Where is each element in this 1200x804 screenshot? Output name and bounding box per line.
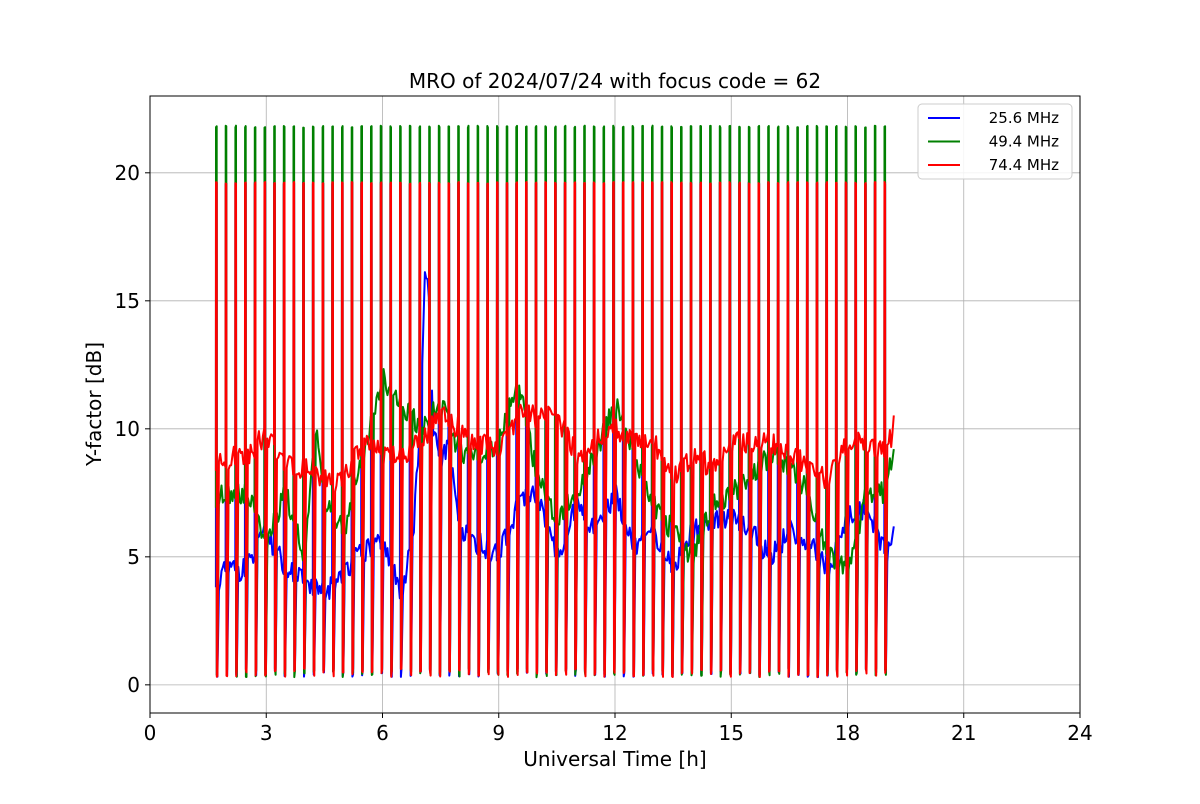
legend-label: 49.4 MHz <box>989 133 1059 151</box>
x-tick-label: 9 <box>492 721 505 745</box>
y-tick-label: 10 <box>115 417 140 441</box>
legend: 25.6 MHz 49.4 MHz 74.4 MHz <box>917 103 1073 180</box>
legend-label: 74.4 MHz <box>989 156 1059 174</box>
x-tick-label: 21 <box>951 721 976 745</box>
y-axis-label: Y-factor [dB] <box>82 342 106 467</box>
legend-label: 25.6 MHz <box>989 109 1059 127</box>
ticks: 0 3 6 9 12 15 18 21 24 0 5 10 15 20 <box>115 161 1093 745</box>
chart-title: MRO of 2024/07/24 with focus code = 62 <box>409 69 821 93</box>
plot-area <box>214 124 895 679</box>
x-tick-label: 0 <box>144 721 157 745</box>
x-tick-label: 3 <box>260 721 273 745</box>
y-tick-label: 0 <box>127 673 140 697</box>
series-line-74-4-mhz <box>214 181 895 679</box>
y-tick-label: 20 <box>115 161 140 185</box>
x-tick-label: 12 <box>602 721 627 745</box>
x-tick-label: 6 <box>376 721 389 745</box>
x-tick-label: 18 <box>835 721 860 745</box>
x-tick-label: 24 <box>1067 721 1092 745</box>
x-tick-label: 15 <box>719 721 744 745</box>
y-tick-label: 5 <box>127 545 140 569</box>
legend-box <box>917 103 1073 180</box>
y-tick-label: 15 <box>115 289 140 313</box>
x-axis-label: Universal Time [h] <box>523 747 706 771</box>
